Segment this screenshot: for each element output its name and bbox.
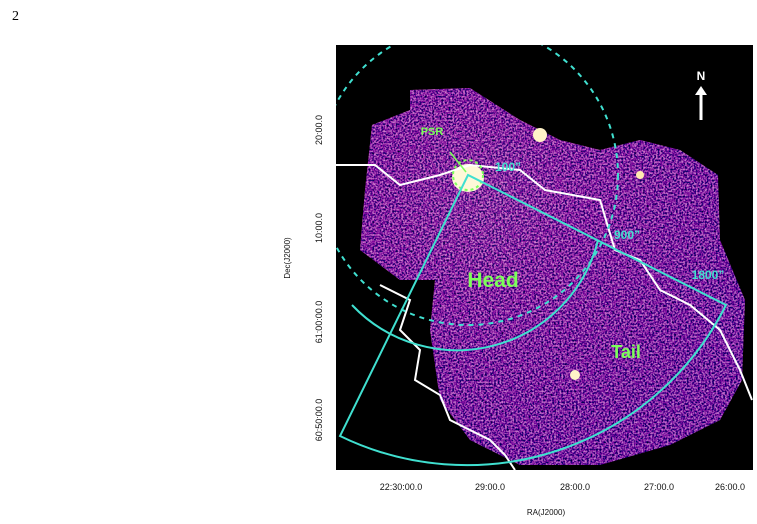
x-tick-label: 26:00.0 [715, 482, 745, 492]
radius-label: 1800” [692, 268, 725, 282]
y-tick-label: 20:00.0 [314, 115, 324, 145]
x-tick-label: 28:00.0 [560, 482, 590, 492]
x-tick-label: 29:00.0 [475, 482, 505, 492]
inner-arc [351, 239, 599, 352]
y-axis-title: Dec(J2000) [283, 237, 292, 279]
north-arrowhead [695, 86, 707, 95]
outer-sector [338, 173, 728, 467]
page-number: 2 [12, 9, 19, 24]
contour [336, 163, 753, 470]
y-ticks: 20:00.0 10:00.0 61:00:00.0 60:50:00.0 [314, 115, 324, 441]
x-tick-label: 27:00.0 [644, 482, 674, 492]
north-label: N [697, 69, 706, 83]
nebula [360, 88, 745, 465]
y-tick-label: 60:50:00.0 [314, 399, 324, 442]
image-panel: N PSR 100” 900” 1800” Head Tail [336, 45, 753, 470]
region-label: Tail [611, 342, 641, 362]
dashed-circle [336, 45, 619, 326]
region-label: Head [467, 269, 518, 292]
radius-label: 900” [614, 228, 640, 242]
psr-circle [452, 159, 484, 191]
radius-label: 100” [495, 160, 521, 174]
psr-pointer [449, 151, 467, 173]
x-ticks: 22:30:00.0 29:00.0 28:00.0 27:00.0 26:00… [380, 482, 745, 492]
psr-label: PSR [421, 126, 444, 138]
y-tick-label: 10:00.0 [314, 213, 324, 243]
x-axis-title: RA(J2000) [527, 508, 566, 517]
y-tick-label: 61:00:00.0 [314, 301, 324, 344]
x-tick-label: 22:30:00.0 [380, 482, 423, 492]
